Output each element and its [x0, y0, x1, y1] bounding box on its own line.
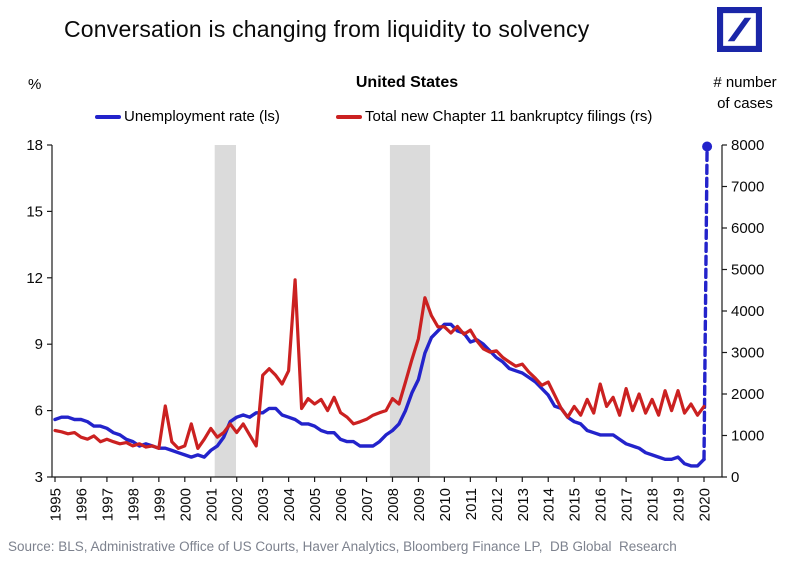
right-tick-label: 6000 — [731, 220, 764, 237]
year-tick-label: 2012 — [489, 488, 506, 521]
source-note: Source: BLS, Administrative Office of US… — [8, 539, 677, 554]
left-tick-label: 9 — [35, 336, 43, 353]
year-tick-label: 2013 — [515, 488, 532, 521]
legend-line-red-icon — [336, 114, 362, 119]
year-tick-label: 2010 — [437, 488, 454, 521]
year-tick-label: 2001 — [203, 488, 220, 521]
series-unemployment — [53, 322, 706, 468]
year-tick-label: 2019 — [671, 488, 688, 521]
year-tick-label: 2015 — [567, 488, 584, 521]
year-tick-label: 1996 — [73, 488, 90, 521]
page-title: Conversation is changing from liquidity … — [64, 16, 590, 42]
right-tick-label: 2000 — [731, 386, 764, 403]
legend-label-unemployment: Unemployment rate (ls) — [124, 108, 280, 125]
year-tick-label: 1997 — [99, 488, 116, 521]
right-tick-label: 1000 — [731, 428, 764, 445]
year-tick-label: 2003 — [255, 488, 272, 521]
year-tick-label: 2016 — [593, 488, 610, 521]
year-tick-label: 2006 — [333, 488, 350, 521]
legend-item-bankruptcy: Total new Chapter 11 bankruptcy filings … — [336, 108, 652, 125]
logo-slash — [727, 17, 752, 42]
series-end-marker — [702, 141, 713, 152]
axes — [47, 144, 727, 482]
year-tick-label: 2000 — [177, 488, 194, 521]
year-tick-label: 2014 — [541, 488, 558, 521]
year-tick-label: 2009 — [411, 488, 428, 521]
year-tick-label: 2007 — [359, 488, 376, 521]
year-tick-label: 2004 — [281, 488, 298, 521]
year-tick-label: 2011 — [463, 488, 480, 520]
left-tick-label: 18 — [26, 137, 43, 154]
series-unemployment-dashed — [702, 144, 709, 461]
year-tick-label: 2002 — [229, 488, 246, 521]
legend-item-unemployment: Unemployment rate (ls) — [95, 108, 280, 125]
year-tick-label: 2020 — [697, 488, 714, 521]
year-tick-label: 1998 — [125, 488, 142, 521]
chart-title: United States — [355, 74, 459, 91]
left-tick-label: 3 — [35, 469, 43, 486]
recession-band — [214, 145, 236, 477]
right-axis-unit-line1: # number — [713, 74, 777, 91]
year-tick-label: 1995 — [48, 488, 65, 521]
legend-label-bankruptcy: Total new Chapter 11 bankruptcy filings … — [365, 108, 653, 125]
right-tick-label: 0 — [731, 469, 739, 486]
right-tick-label: 5000 — [731, 262, 764, 279]
left-axis-unit-label: % — [28, 76, 42, 93]
right-axis-unit-line2: of cases — [717, 95, 773, 112]
year-tick-label: 1999 — [151, 488, 168, 521]
right-tick-label: 8000 — [731, 137, 764, 154]
year-tick-label: 2018 — [645, 488, 662, 521]
deutsche-bank-logo-icon — [717, 7, 762, 52]
left-tick-label: 15 — [26, 203, 43, 220]
right-tick-label: 3000 — [731, 345, 764, 362]
left-tick-label: 6 — [35, 403, 43, 420]
right-tick-label: 4000 — [731, 303, 764, 320]
axis-labels: 3 6 9 12 15 18 0 1000 2000 3000 4000 5000 6000 7000 80… — [26, 137, 764, 521]
left-tick-label: 12 — [26, 270, 43, 287]
right-tick-label: 7000 — [731, 179, 764, 196]
year-tick-label: 2005 — [307, 488, 324, 521]
series-bankruptcy — [53, 278, 706, 450]
year-tick-label: 2008 — [385, 488, 402, 521]
legend-line-blue-icon — [95, 114, 121, 119]
right-axis-unit-label: # number of cases — [695, 72, 795, 114]
year-tick-label: 2017 — [619, 488, 636, 521]
